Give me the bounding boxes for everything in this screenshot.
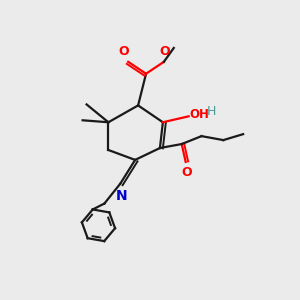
Text: O: O: [118, 45, 129, 58]
Text: O: O: [181, 166, 192, 179]
Text: N: N: [116, 189, 127, 202]
Text: O: O: [160, 45, 170, 58]
Text: OH: OH: [190, 108, 209, 121]
Text: H: H: [206, 105, 216, 118]
